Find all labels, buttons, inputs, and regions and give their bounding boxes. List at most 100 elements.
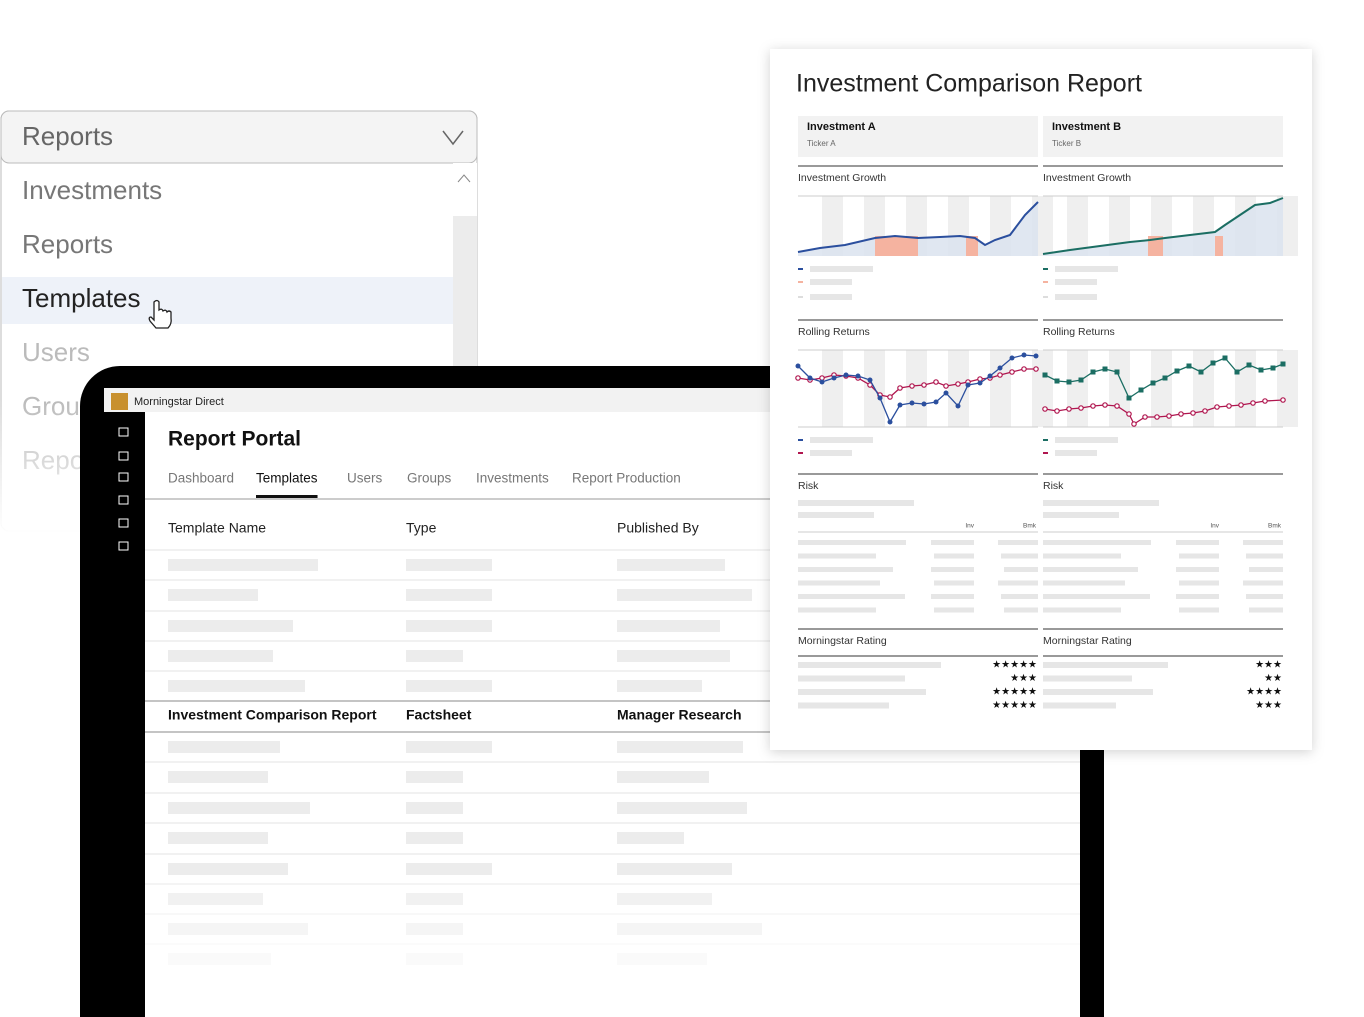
legend-placeholder [1055,294,1097,300]
rolling-marker [1102,366,1108,372]
nav-tab[interactable]: Groups [407,471,452,486]
placeholder [617,771,709,783]
chart-stripe [1151,350,1172,427]
nav-tab[interactable]: Investments [476,471,549,486]
rolling-marker [1066,406,1072,412]
nav-tab[interactable]: Report Production [572,471,681,486]
dropdown-selected[interactable]: Reports [22,121,113,151]
chart-stripe [1235,350,1256,427]
placeholder [168,680,305,692]
placeholder [798,512,874,518]
placeholder [1243,580,1283,586]
rolling-marker [933,379,939,385]
rolling-marker [1210,360,1216,366]
placeholder [168,620,293,632]
dropdown-option[interactable]: Reports [22,229,113,259]
sidebar-icon[interactable] [118,472,129,482]
legend-placeholder [1055,450,1097,456]
rolling-marker [921,382,927,388]
sidebar-icon[interactable] [118,541,129,551]
legend-placeholder [810,266,873,272]
sidebar-icon[interactable] [118,451,129,461]
legend-swatch [1043,268,1048,270]
legend-swatch [798,268,803,270]
placeholder [406,559,492,571]
rolling-marker [1214,404,1220,410]
logo [111,393,128,410]
rolling-marker [1021,352,1027,358]
sidebar-icon[interactable] [118,518,129,528]
placeholder [1243,540,1283,545]
dropdown-option[interactable]: Investments [22,175,162,205]
sidebar-icon[interactable] [118,427,129,437]
row-cell[interactable]: Investment Comparison Report [168,707,377,723]
rolling-marker [1178,411,1184,417]
placeholder [1001,594,1038,599]
rolling-marker [1246,362,1252,368]
placeholder [617,923,762,935]
dropdown-header[interactable] [0,110,478,164]
placeholder [1043,607,1121,613]
placeholder [1179,607,1219,613]
legend-swatch [1043,452,1048,454]
option-highlight [2,277,453,324]
placeholder [1043,662,1168,668]
placeholder [1043,580,1125,586]
investment-name: Investment A [807,121,876,133]
placeholder [617,893,712,905]
legend-placeholder [1055,279,1097,285]
placeholder [1043,702,1116,709]
rolling-marker [795,375,801,381]
column-header: Template Name [168,520,266,536]
sidebar-icon[interactable] [118,495,129,505]
placeholder [1043,512,1119,518]
report-title: Investment Comparison Report [796,70,1142,98]
placeholder [1249,607,1283,613]
rolling-marker [1258,367,1264,373]
row-cell[interactable]: Manager Research [617,707,742,723]
legend-placeholder [1055,437,1118,443]
rolling-line [797,354,1037,424]
rolling-marker [1280,397,1286,403]
chart-stripe [1067,350,1088,427]
investment-ticker: Ticker A [807,139,836,148]
placeholder [406,802,463,814]
report-preview: Investment Comparison Report Investment A… [770,49,1312,750]
placeholder [934,553,974,559]
chart-stripe [1193,350,1214,427]
placeholder [1179,553,1219,559]
placeholder [168,953,271,965]
placeholder [998,580,1038,586]
rolling-marker [1009,369,1015,375]
nav-tab[interactable]: Dashboard [168,471,234,486]
growth-line [1042,197,1284,255]
placeholder [1004,567,1038,572]
rolling-marker [1138,387,1144,393]
section-label: Risk [798,480,819,492]
drawdown [1148,236,1163,256]
placeholder [798,702,889,709]
placeholder [798,567,893,572]
row-cell[interactable]: Factsheet [406,707,472,723]
dropdown-option[interactable]: Templates [22,283,141,313]
rolling-marker [897,385,903,391]
rolling-marker [1066,379,1072,385]
rolling-marker [1078,405,1084,411]
placeholder [798,689,926,695]
placeholder [798,675,905,682]
dropdown-option[interactable]: Users [22,337,90,367]
rolling-marker [1033,353,1039,359]
nav-tab[interactable]: Templates [256,471,318,486]
rolling-marker [855,373,861,379]
rating-stars: ★★★★★ [992,687,1037,698]
rolling-marker [887,394,893,400]
section-label: Rolling Returns [1043,326,1115,338]
placeholder [406,893,463,905]
investment-header [1043,116,1283,157]
rolling-marker [1262,398,1268,404]
rolling-marker [1150,380,1156,386]
rating-stars: ★★ [1264,673,1282,684]
rolling-marker [1202,408,1208,414]
rolling-marker [1131,421,1137,427]
nav-tab[interactable]: Users [347,471,383,486]
